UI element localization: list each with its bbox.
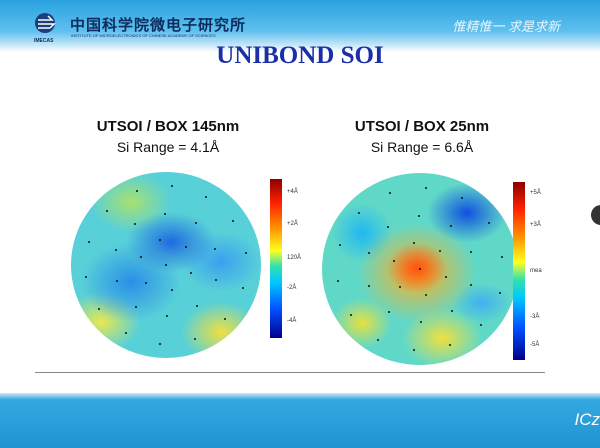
measurement-point <box>214 247 217 250</box>
measurement-point <box>412 241 415 244</box>
map-title: UTSOI / BOX 145nm <box>96 118 240 135</box>
measurement-point <box>85 275 88 278</box>
measurement-point <box>139 256 142 259</box>
measurement-point <box>445 275 448 278</box>
measurement-point <box>418 215 421 218</box>
measurement-point <box>451 310 454 313</box>
measurement-point <box>124 332 127 335</box>
slide-header: IMECAS 中国科学院微电子研究所 INSTITUTE OF MICROELE… <box>0 0 600 52</box>
measurement-point <box>214 279 217 282</box>
measurement-point <box>196 304 199 307</box>
wafer-map-left <box>71 172 261 358</box>
map-range: Si Range = 6.6Å <box>370 139 474 155</box>
measurement-point <box>224 317 227 320</box>
measurement-point <box>425 294 428 297</box>
map-range: Si Range = 4.1Å <box>116 139 220 155</box>
measurement-point <box>195 222 198 225</box>
colorbar-tick: mea <box>530 268 542 274</box>
measurement-point <box>105 210 108 213</box>
measurement-point <box>134 305 137 308</box>
measurement-point <box>135 190 138 193</box>
measurement-point <box>350 313 353 316</box>
measurement-point <box>425 186 428 189</box>
colorbar-tick: -2Å <box>287 285 297 291</box>
measurement-point <box>450 224 453 227</box>
slide-title: UNIBOND SOI <box>216 42 384 69</box>
colorbar-tick: +2Å <box>287 221 298 227</box>
measurement-point <box>98 308 101 311</box>
org-name-cn: 中国科学院微电子研究所 <box>70 17 247 34</box>
measurement-point <box>190 271 193 274</box>
measurement-point <box>487 222 490 225</box>
measurement-point <box>357 212 360 215</box>
measurement-point <box>501 255 504 258</box>
measurement-point <box>470 283 473 286</box>
measurement-point <box>367 252 370 255</box>
measurement-point <box>449 343 452 346</box>
motto: 惟精惟一 求是求新 <box>452 19 560 34</box>
measurement-point <box>367 285 370 288</box>
measurement-point <box>339 243 342 246</box>
slide-footer <box>0 393 600 448</box>
webcam-icon <box>591 205 600 225</box>
colorbar-tick: +3Å <box>530 222 541 228</box>
colorbar-tick: +4Å <box>287 189 298 195</box>
measurement-point <box>87 240 90 243</box>
measurement-point <box>498 292 501 295</box>
measurement-point <box>480 323 483 326</box>
measurement-point <box>170 289 173 292</box>
measurement-point <box>336 280 339 283</box>
map-title: UTSOI / BOX 25nm <box>354 118 490 135</box>
colorbar-left <box>270 179 282 338</box>
imecas-logo-icon <box>35 13 56 33</box>
measurement-point <box>231 219 234 222</box>
measurement-point <box>439 249 442 252</box>
divider <box>35 372 545 373</box>
measurement-point <box>159 238 162 241</box>
colorbar-tick: -4Å <box>287 318 297 324</box>
org-name-en: INSTITUTE OF MICROELECTRONICS OF CHINESE… <box>71 33 216 38</box>
map-right-heading: UTSOI / BOX 25nm Si Range = 6.6Å <box>312 118 532 155</box>
measurement-point <box>460 197 463 200</box>
measurement-point <box>470 250 473 253</box>
colorbar-tick: -5Å <box>530 342 540 348</box>
measurement-point <box>115 248 118 251</box>
measurement-point <box>165 315 168 318</box>
measurement-point <box>386 225 389 228</box>
measurement-point <box>412 349 415 352</box>
measurement-point <box>164 212 167 215</box>
measurement-point <box>242 287 245 290</box>
measurement-point <box>184 246 187 249</box>
logo-text: IMECAS <box>34 38 54 44</box>
measurement-point <box>171 185 174 188</box>
colorbar-right <box>513 182 525 360</box>
colorbar-tick: +5Å <box>530 190 541 196</box>
measurement-point <box>194 337 197 340</box>
measurement-point <box>133 223 136 226</box>
colorbar-tick: -3Å <box>530 314 540 320</box>
measurement-point <box>205 195 208 198</box>
measurement-point <box>419 268 421 270</box>
measurement-point <box>388 192 391 195</box>
measurement-point <box>165 264 167 266</box>
map-left-heading: UTSOI / BOX 145nm Si Range = 4.1Å <box>58 118 278 155</box>
measurement-point <box>158 342 161 345</box>
measurement-point <box>419 320 422 323</box>
measurement-point <box>398 286 401 289</box>
measurement-point <box>115 280 118 283</box>
footer-text: ICz <box>574 410 600 429</box>
wafer-map-right <box>322 173 518 365</box>
measurement-point <box>387 311 390 314</box>
measurement-point <box>145 281 148 284</box>
measurement-point <box>377 338 380 341</box>
measurement-point <box>244 252 247 255</box>
colorbar-tick: 120Å <box>287 255 302 261</box>
measurement-point <box>392 260 395 263</box>
